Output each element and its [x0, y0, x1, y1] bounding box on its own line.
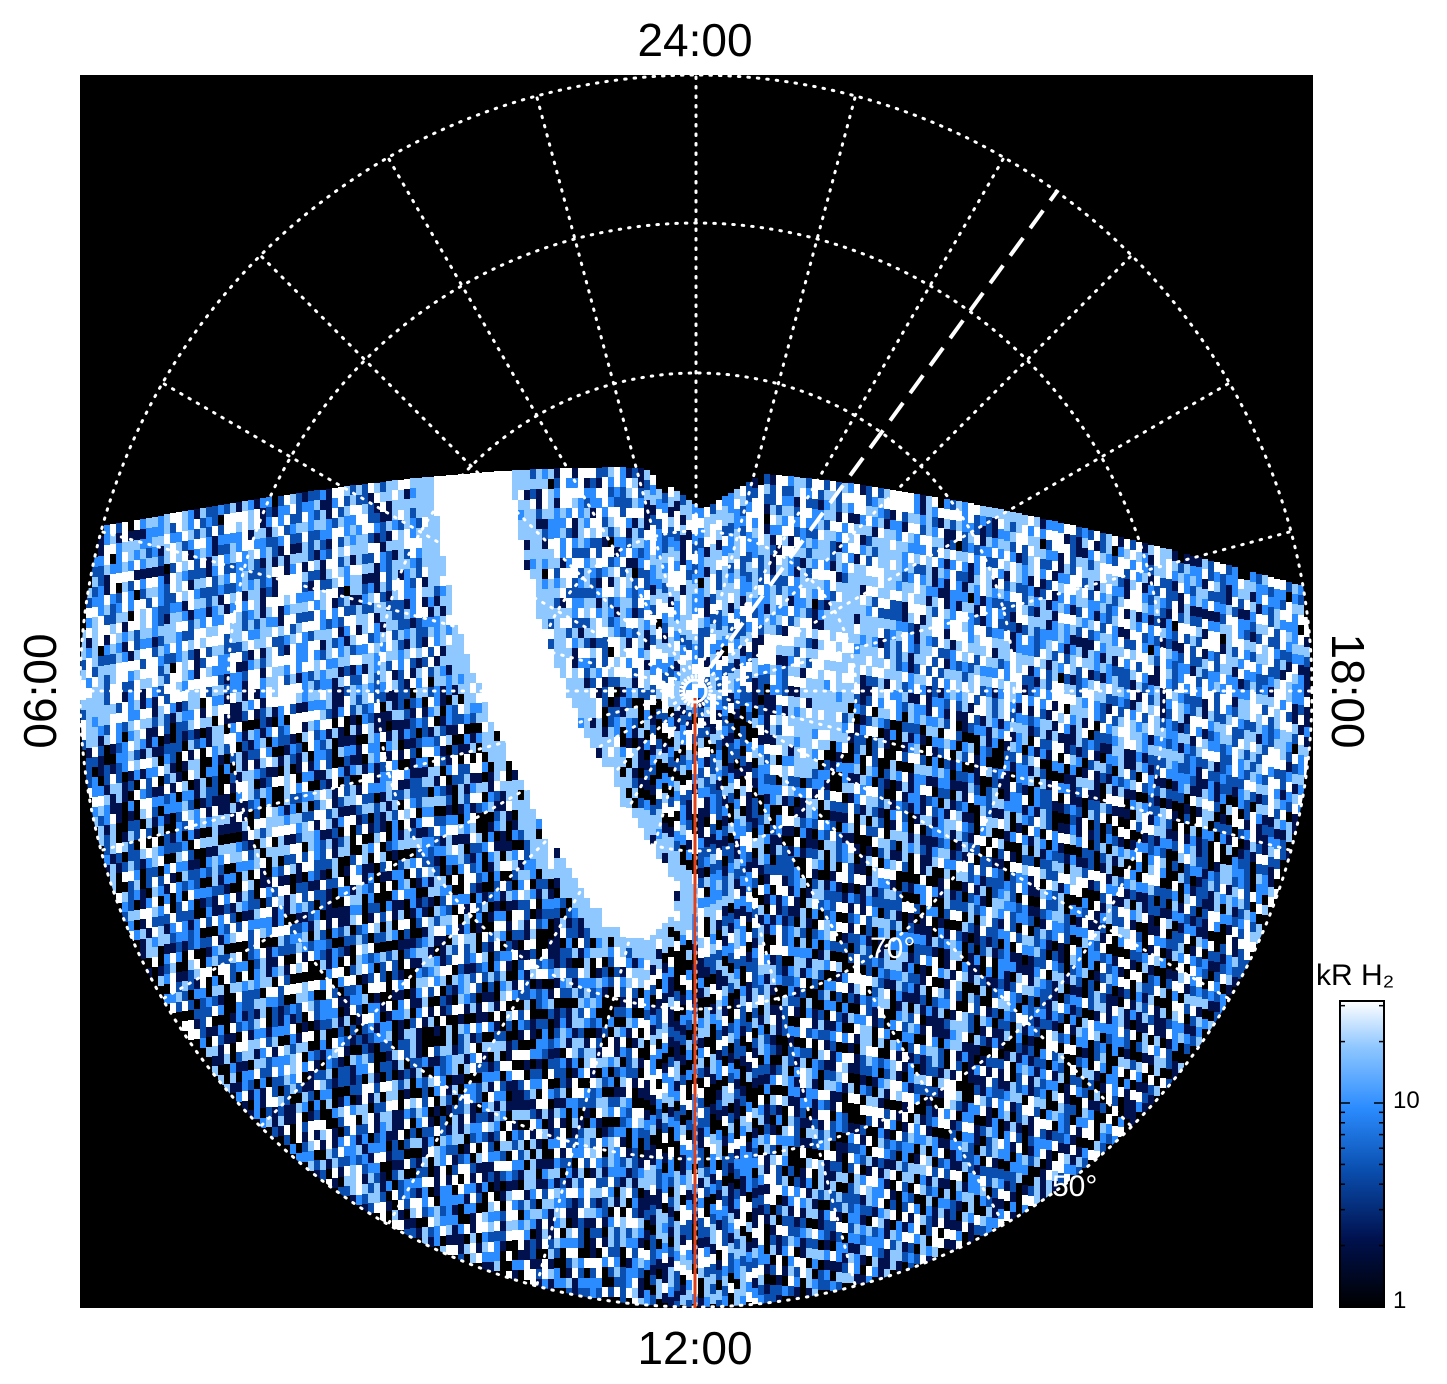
colorbar-tick-label-1: 1 [1393, 1287, 1406, 1314]
colorbar-gradient [1339, 1000, 1385, 1308]
colorbar-ticks [1340, 1004, 1384, 1308]
latitude-label-70: 70° [870, 932, 915, 965]
auroral-emission-image [80, 467, 1310, 1307]
latitude-circle-0 [534, 529, 858, 853]
local-time-label-bottom: 12:00 [637, 1322, 752, 1374]
colorbar: kR H₂ 10 1 [1316, 959, 1420, 1314]
local-time-label-top: 24:00 [637, 14, 752, 66]
latitude-circle-2 [226, 221, 1166, 1161]
latitude-label-50: 50° [1052, 1170, 1097, 1203]
colorbar-tick-label-10: 10 [1393, 1087, 1420, 1114]
pole-marker [682, 678, 708, 704]
local-time-label-right: 18:00 [1322, 633, 1374, 748]
colorbar-title: kR H₂ [1316, 959, 1394, 992]
dashed-reference-line [708, 188, 1060, 670]
local-time-label-left: 06:00 [14, 633, 66, 748]
